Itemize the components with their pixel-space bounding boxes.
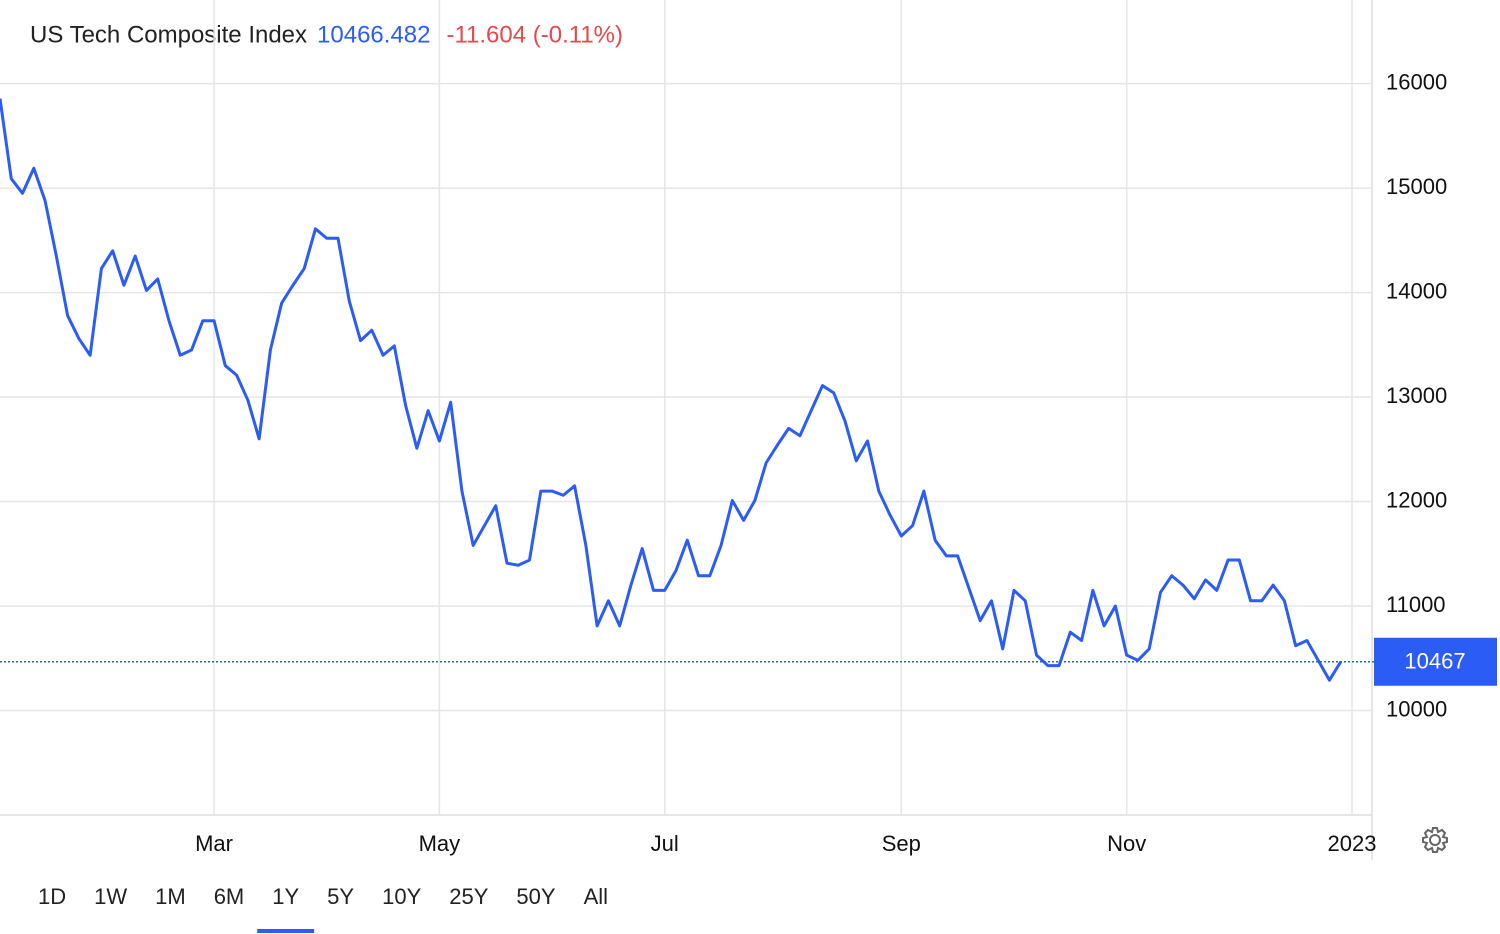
y-tick-label: 11000 — [1386, 592, 1446, 617]
y-tick-label: 16000 — [1386, 69, 1447, 94]
y-tick-label: 14000 — [1386, 278, 1447, 303]
last-price-label: 10467 — [1404, 649, 1465, 674]
gear-teeth — [1422, 827, 1448, 853]
range-button[interactable]: 1D — [38, 884, 66, 909]
range-button[interactable]: All — [584, 884, 608, 909]
active-range-underline — [257, 929, 315, 933]
y-tick-label: 12000 — [1386, 487, 1447, 512]
chart-title: US Tech Composite Index — [30, 21, 307, 48]
grid — [0, 0, 1372, 815]
last-price: 10466.482 — [317, 21, 430, 48]
header: US Tech Composite Index 10466.482 -11.60… — [30, 21, 623, 48]
range-button[interactable]: 1M — [155, 884, 186, 909]
x-tick-label: Jul — [651, 831, 679, 856]
y-tick-label: 10000 — [1386, 696, 1447, 721]
x-tick-label: 2023 — [1328, 831, 1377, 856]
x-tick-label: Mar — [195, 831, 233, 856]
range-button[interactable]: 1Y — [272, 884, 299, 909]
range-button[interactable]: 5Y — [327, 884, 354, 909]
settings-icon[interactable] — [1422, 827, 1448, 853]
price-line — [0, 98, 1343, 682]
range-button[interactable]: 10Y — [382, 884, 421, 909]
y-tick-label: 15000 — [1386, 174, 1447, 199]
y-tick-label: 13000 — [1386, 383, 1447, 408]
range-button[interactable]: 50Y — [516, 884, 555, 909]
range-button[interactable]: 1W — [94, 884, 127, 909]
x-tick-label: Sep — [882, 831, 921, 856]
gear-hub — [1429, 834, 1441, 846]
price-change: -11.604 (-0.11%) — [446, 21, 623, 48]
last-price-badge — [1374, 637, 1497, 686]
range-button[interactable]: 25Y — [449, 884, 488, 909]
range-button[interactable]: 6M — [214, 884, 245, 909]
x-tick-label: Nov — [1107, 831, 1146, 856]
x-tick-label: May — [419, 831, 461, 856]
